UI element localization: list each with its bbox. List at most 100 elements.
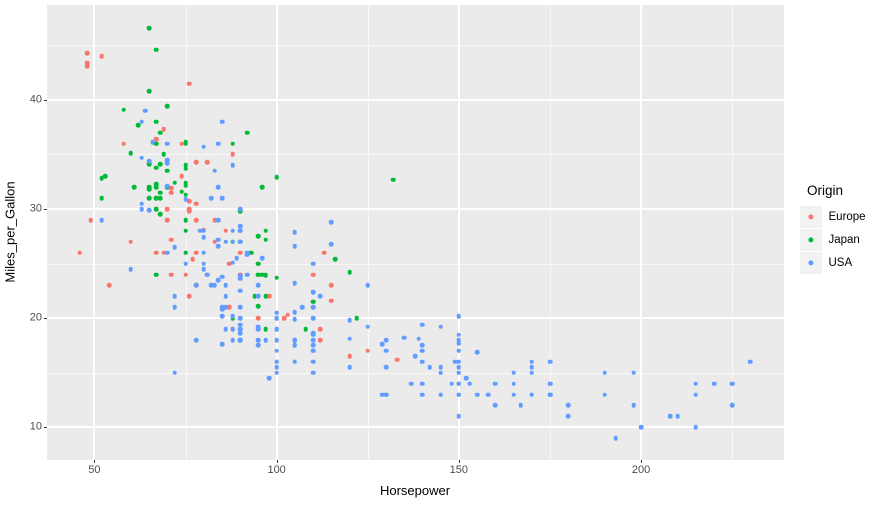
data-point-europe (226, 304, 232, 310)
data-point-usa (365, 324, 371, 330)
legend-key-japan (800, 229, 822, 251)
data-point-europe (310, 272, 316, 277)
legend-label-europe: Europe (828, 210, 866, 223)
gridline-major-x (275, 5, 278, 460)
data-point-usa (438, 364, 443, 370)
data-point-usa (602, 392, 607, 397)
y-tick-label: 30 (29, 202, 42, 215)
data-point-usa (474, 392, 480, 397)
data-point-usa (274, 370, 279, 375)
data-point-usa (230, 163, 236, 168)
data-point-europe (285, 312, 290, 318)
data-point-usa (347, 364, 352, 370)
data-point-europe (179, 141, 185, 146)
data-point-japan (183, 140, 188, 145)
data-point-japan (154, 181, 159, 187)
data-point-usa (237, 239, 243, 245)
data-point-europe (394, 357, 400, 362)
data-point-usa (729, 381, 735, 386)
data-point-europe (365, 348, 371, 354)
data-point-europe (230, 152, 236, 157)
data-point-usa (212, 168, 217, 174)
data-point-japan (263, 237, 268, 242)
data-point-usa (456, 337, 462, 343)
data-point-japan (183, 180, 188, 186)
data-point-europe (168, 190, 174, 195)
data-point-usa (216, 217, 221, 223)
data-point-europe (84, 63, 90, 69)
data-point-europe (154, 250, 159, 255)
data-point-europe (212, 239, 217, 245)
data-point-usa (420, 322, 425, 327)
data-point-japan (390, 177, 396, 182)
data-point-europe (88, 217, 94, 223)
data-point-usa (292, 359, 298, 365)
gridline-minor-y (47, 263, 784, 265)
data-point-usa (667, 414, 673, 419)
data-point-europe (164, 217, 170, 223)
data-point-usa (201, 261, 207, 266)
data-point-usa (380, 392, 385, 397)
data-point-europe (223, 228, 228, 234)
data-point-japan (164, 168, 170, 174)
data-point-usa (201, 144, 207, 150)
data-point-usa (274, 326, 279, 332)
data-point-usa (237, 228, 243, 234)
data-point-europe (128, 239, 134, 245)
data-point-japan (256, 261, 261, 266)
gridline-major-y (47, 317, 784, 320)
data-point-usa (456, 381, 462, 386)
x-tick-mark (94, 460, 96, 463)
data-point-europe (168, 272, 174, 277)
data-point-europe (329, 298, 334, 303)
data-point-usa (205, 272, 210, 277)
data-point-usa (274, 337, 279, 343)
data-point-japan (354, 315, 360, 321)
gridline-minor-y (47, 45, 784, 47)
x-axis-title: Horsepower (379, 483, 451, 498)
data-point-usa (493, 381, 498, 386)
data-point-europe (256, 315, 261, 321)
data-point-usa (416, 336, 422, 342)
data-point-usa (139, 119, 145, 125)
data-point-europe (168, 186, 174, 191)
data-point-japan (154, 195, 159, 201)
data-point-europe (186, 199, 192, 204)
data-point-usa (223, 239, 228, 245)
data-point-usa (427, 364, 432, 370)
data-point-japan (157, 195, 163, 201)
data-point-usa (274, 310, 279, 315)
data-point-usa (201, 266, 207, 272)
x-tick-label: 200 (631, 464, 651, 476)
data-point-usa (420, 381, 425, 386)
data-point-usa (237, 322, 243, 327)
data-point-europe (194, 201, 199, 206)
data-point-usa (693, 424, 699, 430)
data-point-usa (237, 206, 243, 212)
data-point-usa (631, 370, 637, 375)
data-point-japan (154, 141, 159, 146)
data-point-japan (99, 176, 104, 181)
gridline-major-x (457, 5, 460, 460)
x-tick-label: 50 (88, 464, 101, 476)
data-point-usa (438, 370, 443, 375)
europe-dot-icon (808, 214, 814, 220)
data-point-japan (310, 299, 316, 305)
data-point-usa (245, 250, 250, 255)
data-point-usa (456, 332, 462, 337)
data-point-japan (154, 184, 159, 190)
data-point-europe (121, 141, 126, 146)
data-point-europe (194, 159, 199, 165)
data-point-japan (154, 47, 159, 53)
data-point-japan (259, 272, 265, 277)
data-point-usa (693, 392, 699, 397)
data-point-europe (237, 250, 243, 255)
data-point-usa (693, 381, 699, 386)
gridline-major-y (47, 208, 784, 211)
data-point-japan (99, 195, 104, 201)
data-point-japan (183, 163, 188, 168)
data-point-europe (179, 174, 185, 179)
data-point-usa (638, 424, 644, 430)
data-point-europe (186, 206, 192, 212)
data-point-usa (216, 243, 221, 249)
